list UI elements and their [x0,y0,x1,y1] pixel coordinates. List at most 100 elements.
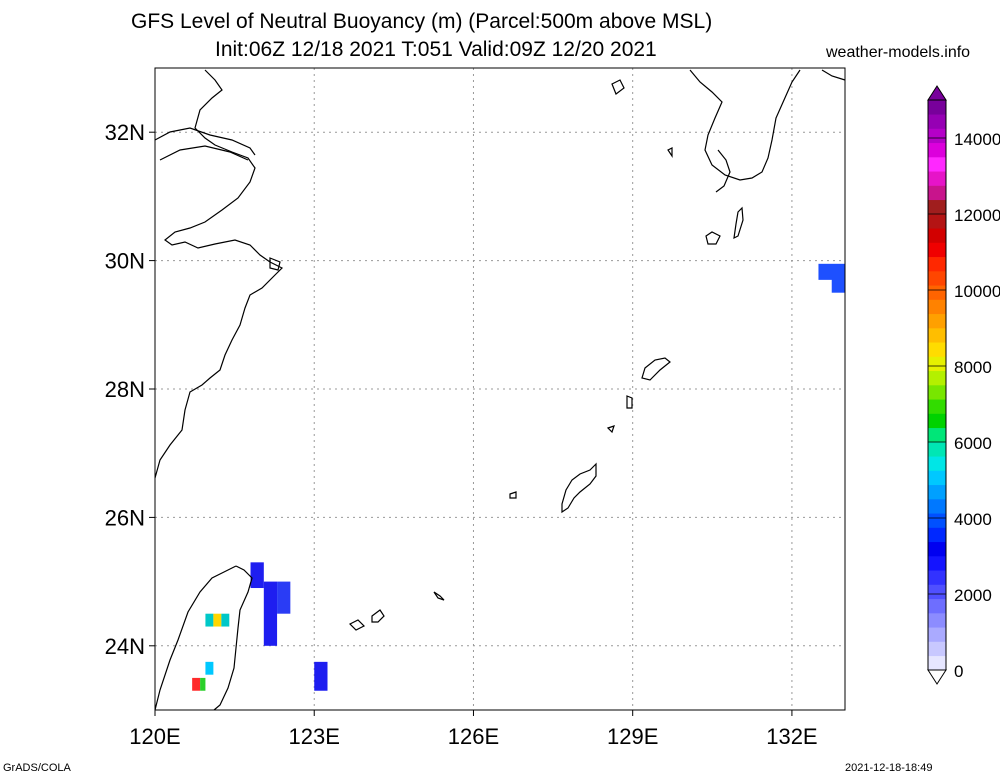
footer-software: GrADS/COLA [3,762,71,774]
lon-tick-label-2: 126E [448,724,499,749]
colorbar-swatch-32 [928,199,946,215]
lon-tick-label-4: 132E [766,724,817,749]
field-patch-11 [200,677,206,691]
ishigaki [371,609,385,623]
lon-tick-label-1: 123E [289,724,340,749]
kyushu-bay [715,149,731,193]
okinawa [561,462,597,514]
colorbar-label-2: 4000 [954,510,992,529]
colorbar-swatch-17 [928,413,946,429]
colorbar: 0 2000 4000 6000 8000 10000 12000 14000 [927,85,1000,685]
colorbar-swatch-15 [928,442,946,457]
footer-timestamp: 2021-12-18-18:49 [845,762,933,774]
colorbar-swatch-35 [928,157,946,172]
yangtze-estuary [154,127,256,161]
colorbar-swatch-18 [928,399,946,414]
colorbar-swatch-3 [928,613,946,628]
map-subtitle: Init:06Z 12/18 2021 T:051 Valid:09Z 12/2… [215,38,657,61]
zhoushan [269,257,281,271]
colorbar-max-arrow [927,85,947,101]
tokunoshima [626,395,633,409]
iriomote [348,619,366,631]
colorbar-swatch-13 [928,470,946,486]
yakushima [705,231,721,245]
colorbar-min-arrow [927,669,947,685]
colorbar-swatch-24 [928,313,946,329]
field-patch-0 [250,562,264,589]
site-credit: weather-models.info [826,44,971,61]
colorbar-swatch-23 [928,328,946,343]
colorbar-swatch-31 [928,214,946,229]
okinoerabu [606,425,615,434]
china-coastline [154,69,284,479]
colorbar-swatch-25 [928,299,946,315]
colorbar-swatch-37 [928,128,946,144]
colorbar-swatch-6 [928,570,946,585]
field-patch-9 [205,661,214,675]
colorbar-swatch-21 [928,356,946,372]
axes: 120E 123E 126E 129E 132E 24N 26N 28N 30N 32N [105,67,846,749]
colorbar-swatch-39 [928,100,946,115]
map-title: GFS Level of Neutral Buoyancy (m) (Parce… [131,10,713,33]
colorbar-swatch-16 [928,427,946,443]
miyako [433,591,445,601]
colorbar-swatch-30 [928,228,946,243]
colorbar-label-7: 14000 [954,130,1000,149]
colorbar-label-4: 8000 [954,358,992,377]
colorbar-swatch-11 [928,499,946,514]
colorbar-swatch-9 [928,527,946,543]
field-patch-8 [221,613,230,627]
amami-oshima [641,357,671,381]
colorbar-swatch-5 [928,584,946,600]
lat-tick-label-1: 26N [105,505,145,530]
field-patch-5 [831,273,845,293]
lat-tick-label-4: 32N [105,120,145,145]
field-patch-10 [192,677,201,691]
lat-tick-label-2: 28N [105,377,145,402]
field-patches [192,263,845,691]
colorbar-swatch-14 [928,456,946,471]
kume [509,491,517,499]
colorbar-swatch-8 [928,541,946,557]
colorbar-swatch-29 [928,242,946,258]
colorbar-swatch-4 [928,598,946,614]
colorbar-swatch-19 [928,385,946,400]
colorbar-label-1: 2000 [954,586,992,605]
colorbar-swatch-26 [928,285,946,300]
lat-tick-label-3: 30N [105,249,145,274]
colorbar-swatch-12 [928,484,946,500]
coastlines [154,69,846,711]
colorbar-label-6: 12000 [954,206,1000,225]
colorbar-swatch-34 [928,171,946,186]
goto [611,79,625,95]
tsushima-east [821,69,846,81]
colorbar-label-5: 10000 [954,282,1000,301]
lon-tick-label-0: 120E [129,724,180,749]
lat-tick-label-0: 24N [105,634,145,659]
colorbar-swatch-27 [928,271,946,286]
colorbar-swatch-0 [928,655,946,671]
colorbar-swatch-22 [928,342,946,357]
colorbar-swatch-28 [928,256,946,272]
colorbar-swatch-36 [928,142,946,158]
lon-tick-label-3: 129E [607,724,658,749]
colorbar-swatch-2 [928,627,946,642]
grid-lines [155,68,845,710]
colorbar-swatch-1 [928,641,946,657]
field-patch-2 [277,581,291,614]
colorbar-swatch-33 [928,185,946,201]
colorbar-label-0: 0 [954,662,963,681]
tanegashima [733,206,744,240]
taiwan-coastline [154,565,253,711]
field-patch-7 [213,613,222,627]
colorbar-swatch-10 [928,513,946,528]
colorbar-swatch-20 [928,370,946,386]
colorbar-swatch-7 [928,556,946,571]
koshiki [667,147,673,158]
field-patch-1 [263,581,278,646]
field-patch-3 [314,661,328,691]
kyushu-coastline [689,69,801,181]
field-patch-6 [205,613,214,627]
